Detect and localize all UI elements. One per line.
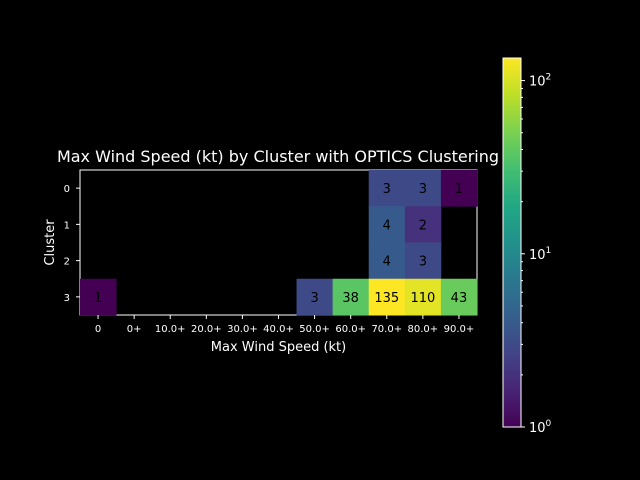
- heatmap-cell: [368, 170, 406, 207]
- heatmap-cell: [404, 206, 442, 243]
- x-tick-label: 60.0+: [335, 324, 366, 335]
- cell-value-label: 3: [419, 255, 427, 270]
- x-axis-ticks: 0 0+ 10.0+ 20.0+ 30.0+ 40.0+ 50.0+ 60.0+ 70.0+ 80…: [95, 315, 474, 335]
- heatmap-cell: [440, 278, 478, 316]
- heatmap-cell: [368, 278, 406, 316]
- heatmap-cell: [404, 170, 442, 207]
- cell-value-label: 135: [374, 291, 399, 306]
- y-axis-ticks: 0 1 2 3: [64, 184, 80, 304]
- cell-value-label: 3: [419, 182, 427, 197]
- y-tick-label: 1: [64, 220, 70, 231]
- x-tick-label: 0+: [127, 324, 142, 335]
- heatmap-cell: [296, 278, 334, 316]
- heatmap-cell: [404, 278, 442, 316]
- x-tick-label: 20.0+: [191, 324, 222, 335]
- cell-value-label: 3: [383, 182, 391, 197]
- y-axis-label: Cluster: [43, 219, 58, 266]
- cell-value-label: 110: [410, 291, 435, 306]
- cell-value-label: 43: [451, 291, 468, 306]
- colorbar: [502, 57, 522, 428]
- heatmap-cell: [440, 170, 478, 207]
- x-tick-label: 80.0+: [408, 324, 439, 335]
- cell-value-label: 1: [455, 182, 463, 197]
- cell-value-label: 4: [383, 218, 391, 233]
- y-tick-label: 0: [64, 184, 70, 195]
- x-tick-label: 10.0+: [155, 324, 186, 335]
- x-tick-label: 70.0+: [371, 324, 402, 335]
- cell-value-label: 38: [342, 291, 359, 306]
- x-tick-label: 90.0+: [444, 324, 475, 335]
- heatmap-cell: [368, 206, 406, 243]
- x-tick-label: 50.0+: [299, 324, 330, 335]
- heatmap-cell: [368, 242, 406, 280]
- cell-value-label: 2: [419, 218, 427, 233]
- y-tick-label: 3: [64, 293, 70, 304]
- x-tick-label: 0: [95, 324, 101, 335]
- heatmap-cell: [80, 278, 117, 316]
- x-tick-label: 40.0+: [263, 324, 294, 335]
- x-tick-label: 30.0+: [227, 324, 258, 335]
- heatmap-cell: [332, 278, 370, 316]
- heatmap-cells: 3 3 14 24 31 3 38 135 110 43: [80, 170, 478, 316]
- cell-value-label: 3: [310, 291, 318, 306]
- y-tick-label: 2: [64, 257, 70, 268]
- heatmap-cell: [404, 242, 442, 280]
- chart-title: Max Wind Speed (kt) by Cluster with OPTI…: [57, 147, 499, 166]
- x-axis-label: Max Wind Speed (kt): [211, 340, 346, 355]
- cell-value-label: 1: [94, 291, 102, 306]
- cell-value-label: 4: [383, 255, 391, 270]
